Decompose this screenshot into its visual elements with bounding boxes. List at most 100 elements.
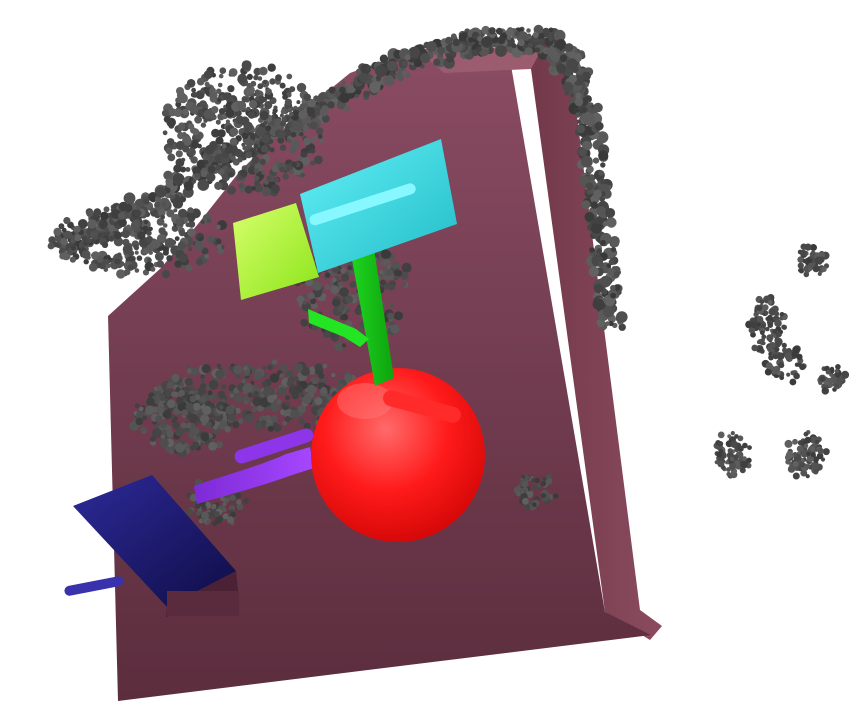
point — [309, 148, 316, 154]
point — [273, 105, 278, 110]
point — [234, 397, 239, 403]
point — [599, 275, 612, 288]
point — [237, 73, 247, 83]
point — [200, 170, 208, 178]
point — [782, 315, 788, 321]
point — [390, 324, 400, 334]
point — [527, 42, 534, 48]
point — [149, 207, 155, 212]
point — [118, 201, 129, 212]
point — [262, 79, 268, 85]
point — [303, 137, 312, 146]
point — [607, 268, 616, 276]
point — [531, 477, 536, 483]
point — [216, 224, 221, 230]
point — [402, 61, 408, 67]
point — [288, 169, 294, 175]
point — [281, 116, 287, 123]
point — [204, 253, 210, 259]
point — [799, 462, 806, 468]
point — [802, 258, 808, 264]
point — [191, 92, 198, 98]
point — [137, 231, 146, 240]
point — [134, 403, 140, 409]
point — [200, 383, 207, 390]
point — [229, 127, 239, 137]
point — [299, 131, 304, 137]
point — [206, 519, 211, 525]
point — [254, 422, 263, 431]
point — [797, 262, 804, 269]
green-arm — [308, 309, 369, 347]
point — [388, 283, 396, 291]
point — [203, 159, 209, 165]
point — [182, 136, 192, 146]
point — [86, 209, 94, 217]
point — [47, 242, 55, 250]
point — [254, 168, 259, 174]
point — [168, 449, 174, 455]
point — [592, 298, 605, 311]
point — [266, 175, 272, 181]
point — [128, 250, 135, 257]
point — [730, 471, 736, 477]
point — [135, 417, 144, 426]
point — [762, 304, 769, 311]
point — [83, 241, 88, 246]
point — [286, 73, 293, 80]
point — [742, 456, 747, 461]
point — [314, 397, 323, 406]
point — [821, 387, 829, 395]
point — [737, 435, 744, 442]
point — [150, 239, 161, 249]
point — [188, 384, 195, 391]
point — [246, 82, 252, 89]
point — [481, 36, 493, 48]
point — [765, 362, 773, 370]
point — [96, 256, 104, 264]
point — [349, 281, 357, 288]
point — [773, 365, 781, 373]
point — [610, 246, 617, 253]
point — [313, 107, 322, 116]
point — [156, 260, 165, 268]
point — [215, 369, 225, 379]
point — [124, 268, 131, 276]
point — [88, 263, 98, 272]
point — [400, 272, 409, 280]
point — [260, 419, 267, 426]
point — [747, 445, 752, 450]
point — [150, 266, 156, 272]
point — [173, 108, 183, 117]
point — [792, 472, 800, 480]
point — [269, 78, 276, 85]
point — [167, 153, 176, 162]
point — [800, 243, 807, 250]
point — [242, 390, 248, 395]
point — [618, 323, 626, 331]
point — [227, 516, 235, 524]
point — [806, 451, 811, 456]
point — [155, 186, 167, 198]
point — [610, 292, 617, 299]
point — [311, 136, 318, 143]
point — [313, 95, 319, 102]
point — [526, 28, 531, 33]
point — [532, 31, 539, 39]
point — [199, 100, 208, 109]
point — [207, 235, 215, 244]
point — [279, 364, 288, 372]
point — [253, 390, 259, 397]
point — [261, 186, 271, 197]
point — [294, 376, 299, 381]
point — [127, 264, 134, 271]
point — [241, 96, 248, 103]
point — [750, 321, 757, 328]
point — [225, 108, 235, 118]
point — [552, 493, 559, 499]
point — [188, 220, 196, 228]
point — [727, 434, 732, 439]
point — [366, 65, 372, 71]
point — [231, 137, 237, 144]
point — [310, 298, 317, 305]
